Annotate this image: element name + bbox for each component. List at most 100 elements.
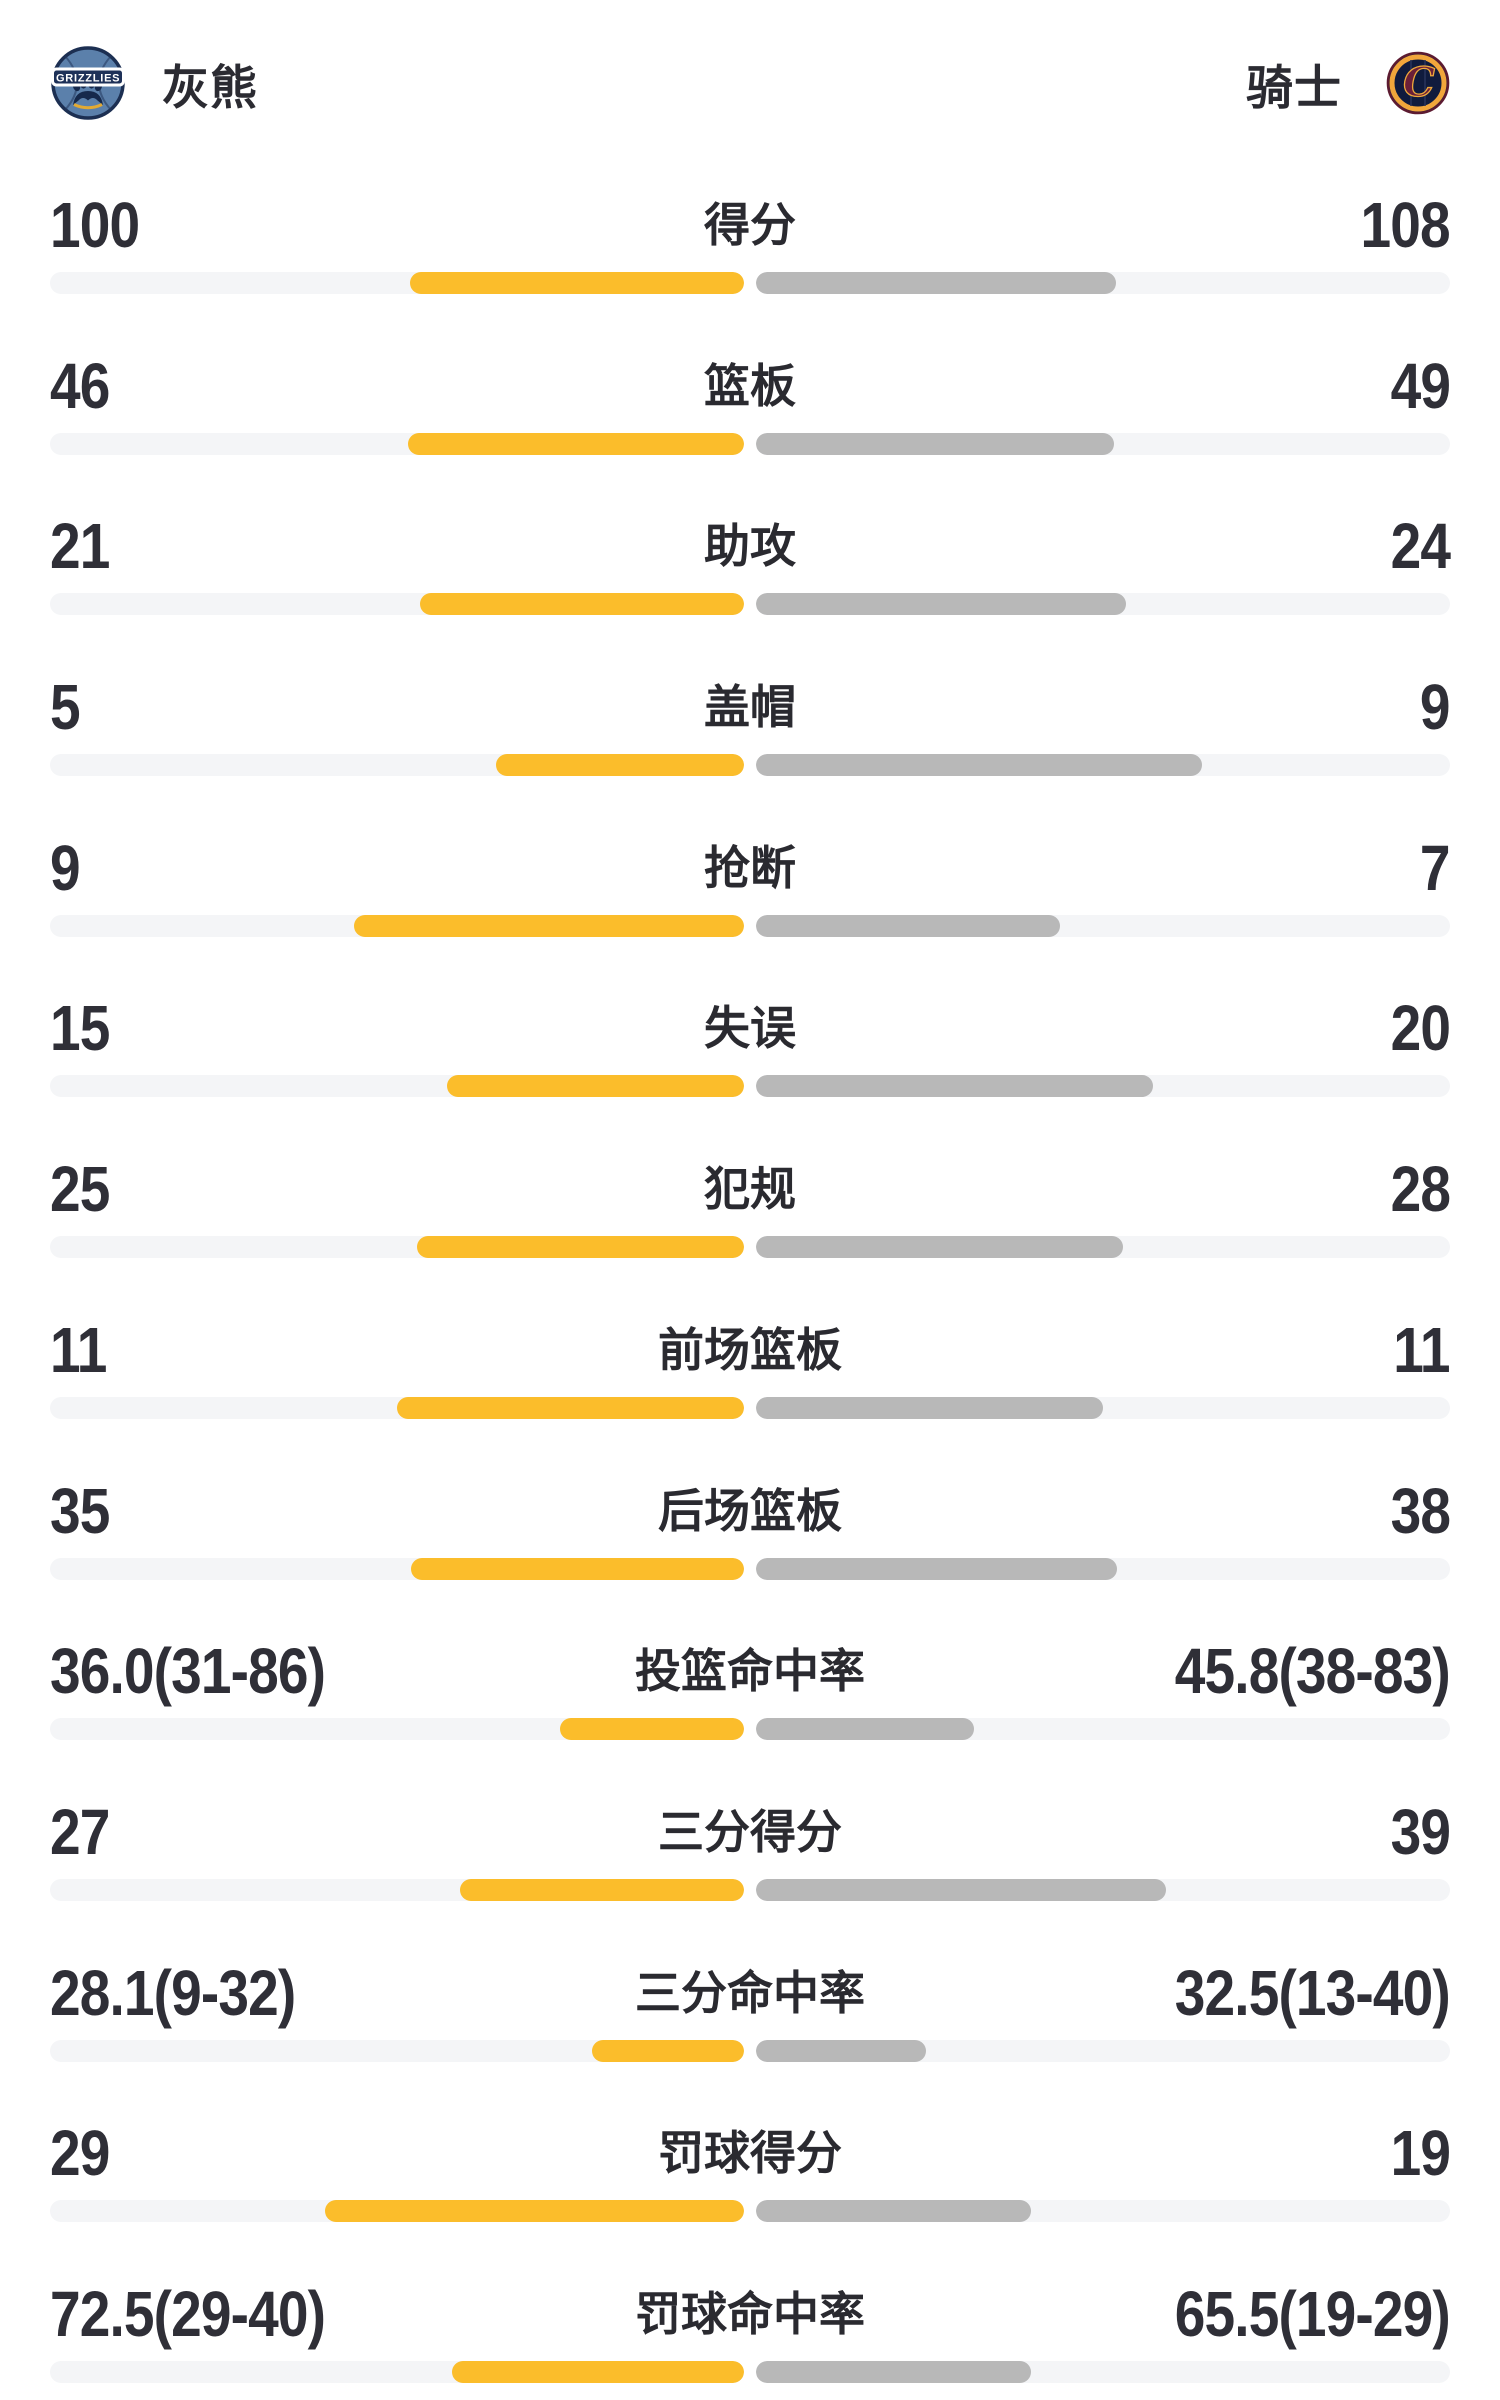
header: GRIZZLIES 灰熊 骑士 C	[50, 0, 1450, 122]
right-value: 11	[1393, 1313, 1451, 1386]
right-value: 49	[1390, 349, 1450, 422]
left-team-bar	[353, 914, 744, 937]
stat-bars	[50, 1075, 1450, 1098]
left-value: 29	[50, 2117, 110, 2190]
stat-label: 盖帽	[704, 681, 796, 734]
right-value: 65.5(19-29)	[1174, 2277, 1451, 2350]
right-team-bar	[756, 1396, 1103, 1419]
team-right: 骑士 C	[1246, 49, 1450, 118]
stat-row: 27 三分得分 39	[50, 1795, 1451, 1961]
left-team-bar	[460, 1878, 744, 1901]
left-team-bar	[452, 2360, 744, 2383]
stat-bars	[50, 754, 1450, 777]
left-team-bar	[410, 272, 744, 294]
stat-bars	[50, 593, 1450, 616]
right-value: 108	[1360, 189, 1451, 261]
left-team-bar	[324, 2200, 744, 2223]
stat-row: 46 篮板 49	[50, 349, 1451, 515]
left-value: 21	[50, 510, 110, 583]
left-value: 35	[50, 1474, 110, 1547]
stat-bars	[50, 1718, 1450, 1741]
right-value: 20	[1390, 992, 1450, 1065]
right-team-bar	[756, 593, 1127, 616]
stat-bars	[50, 1878, 1450, 1901]
left-value: 11	[50, 1313, 107, 1386]
left-team-bar	[411, 1557, 744, 1580]
left-value: 100	[50, 189, 140, 261]
cavaliers-logo-icon: C	[1386, 51, 1450, 115]
left-team-bar	[420, 593, 744, 616]
stat-row: 72.5(29-40) 罚球命中率 65.5(19-29)	[50, 2277, 1451, 2400]
right-team-bar	[756, 1557, 1118, 1580]
left-team-bar	[496, 754, 744, 777]
right-value: 28	[1390, 1153, 1450, 1226]
stat-row: 28.1(9-32) 三分命中率 32.5(13-40)	[50, 1956, 1451, 2122]
right-value: 45.8(38-83)	[1174, 1635, 1451, 1708]
right-team-bar	[756, 1236, 1123, 1259]
right-team-bar	[756, 2360, 1031, 2383]
stat-label: 前场篮板	[658, 1323, 842, 1376]
left-value: 36.0(31-86)	[50, 1635, 326, 1708]
stat-bars	[50, 2039, 1450, 2062]
left-value: 72.5(29-40)	[50, 2277, 326, 2350]
right-team-bar	[756, 754, 1203, 777]
stat-row: 11 前场篮板 11	[50, 1313, 1451, 1479]
left-value: 46	[50, 349, 110, 422]
stat-bars	[50, 2360, 1450, 2383]
right-value: 32.5(13-40)	[1174, 1956, 1451, 2029]
stat-row: 35 后场篮板 38	[50, 1474, 1451, 1640]
stat-row: 15 失误 20	[50, 992, 1451, 1157]
left-team-bar	[591, 2039, 744, 2062]
left-value: 28.1(9-32)	[50, 1956, 296, 2029]
right-value: 9	[1420, 671, 1451, 744]
stat-bars	[50, 1396, 1450, 1419]
right-team-bar	[756, 1718, 974, 1741]
stat-label: 投篮命中率	[635, 1645, 865, 1698]
stat-bars	[50, 1236, 1450, 1259]
stat-label: 助攻	[704, 520, 796, 573]
grizzlies-banner-text: GRIZZLIES	[56, 73, 120, 85]
stat-label: 罚球命中率	[635, 2287, 865, 2340]
stat-label: 罚球得分	[658, 2127, 842, 2180]
stat-row: 21 助攻 24	[50, 510, 1451, 675]
left-value: 15	[50, 992, 110, 1065]
right-team-bar	[756, 2039, 927, 2062]
stat-label: 抢断	[704, 841, 796, 894]
left-team-bar	[560, 1718, 744, 1741]
right-team-bar	[756, 1075, 1153, 1098]
right-value: 7	[1420, 831, 1451, 904]
stat-label: 失误	[704, 1002, 796, 1055]
left-team-bar	[407, 432, 744, 455]
right-value: 19	[1390, 2117, 1450, 2190]
stat-bars	[50, 432, 1450, 455]
right-value: 38	[1390, 1474, 1450, 1547]
stat-row: 5 盖帽 9	[50, 671, 1451, 836]
stat-label: 得分	[704, 199, 796, 251]
left-value: 5	[50, 671, 81, 744]
left-team-bar	[446, 1075, 744, 1098]
left-value: 9	[50, 831, 81, 904]
stats-list: 100 得分 108 46 篮板 49 21 助攻	[50, 189, 1451, 2400]
left-team-bar	[397, 1396, 744, 1419]
left-team-bar	[416, 1236, 744, 1259]
stat-row: 25 犯规 28	[50, 1153, 1451, 1318]
stat-label: 篮板	[704, 359, 796, 412]
right-team-bar	[756, 432, 1114, 455]
right-team-bar	[756, 2200, 1031, 2223]
right-value: 39	[1390, 1795, 1450, 1868]
stat-bars	[50, 1557, 1450, 1580]
right-value: 24	[1390, 510, 1450, 583]
stat-bars	[50, 272, 1450, 294]
stat-label: 三分得分	[658, 1805, 842, 1858]
team-name-right: 骑士	[1246, 60, 1342, 114]
right-team-bar	[756, 1878, 1167, 1901]
left-value: 27	[50, 1795, 110, 1868]
stat-label: 犯规	[704, 1163, 796, 1216]
stat-row: 100 得分 108	[50, 189, 1451, 354]
stat-bars	[50, 2200, 1450, 2223]
team-left: GRIZZLIES 灰熊	[50, 45, 258, 121]
stat-label: 后场篮板	[658, 1484, 842, 1537]
team-name-left: 灰熊	[162, 60, 258, 114]
stat-row: 36.0(31-86) 投篮命中率 45.8(38-83)	[50, 1635, 1451, 1800]
